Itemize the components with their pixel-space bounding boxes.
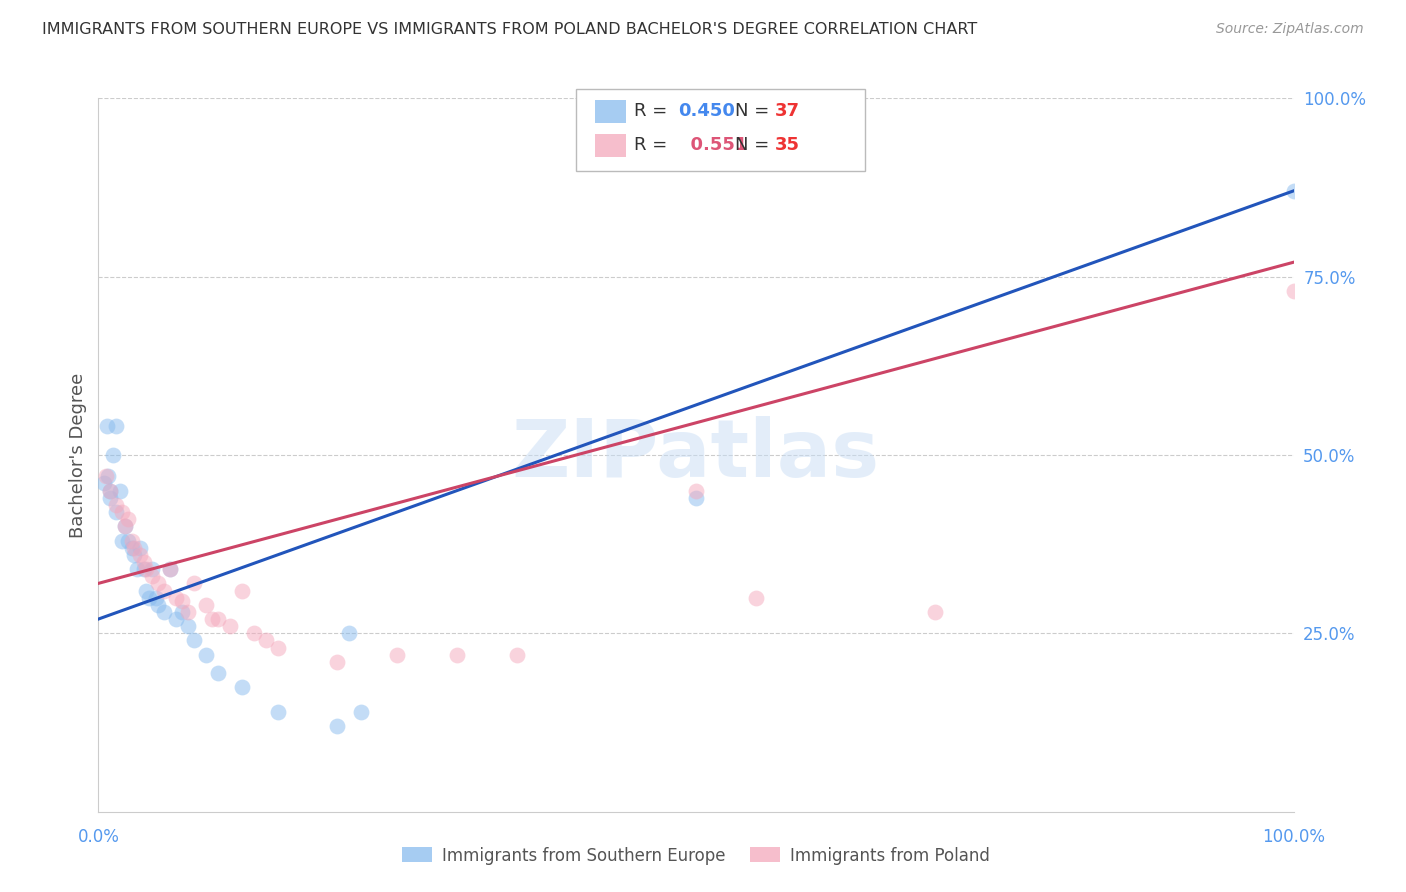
Point [96, 419, 118, 434]
Legend: Immigrants from Southern Europe, Immigrants from Poland: Immigrants from Southern Europe, Immigra… [395, 840, 997, 871]
Y-axis label: Bachelor's Degree: Bachelor's Degree [69, 372, 87, 538]
Point [1282, 184, 1305, 198]
Point [350, 705, 373, 719]
Point [98, 483, 122, 498]
Point [339, 626, 360, 640]
Point [924, 605, 946, 619]
Point [111, 533, 134, 548]
Text: R =: R = [634, 136, 673, 154]
Point [177, 605, 200, 619]
Point [97, 469, 120, 483]
Point [159, 562, 181, 576]
Point [165, 591, 187, 605]
Point [148, 598, 170, 612]
Text: R =: R = [634, 103, 673, 120]
Text: Source: ZipAtlas.com: Source: ZipAtlas.com [1216, 22, 1364, 37]
Point [231, 583, 253, 598]
Point [385, 648, 409, 662]
Point [1282, 284, 1305, 298]
Point [183, 633, 205, 648]
Point [254, 633, 277, 648]
Point [125, 562, 148, 576]
Text: 0.551: 0.551 [678, 136, 747, 154]
Point [153, 605, 176, 619]
Point [148, 576, 170, 591]
Point [135, 562, 157, 576]
Point [172, 605, 194, 619]
Point [745, 591, 768, 605]
Text: 0.450: 0.450 [678, 103, 734, 120]
Point [135, 583, 157, 598]
Point [132, 555, 155, 569]
Point [326, 655, 349, 669]
Point [141, 569, 163, 583]
Point [326, 719, 349, 733]
Point [159, 562, 181, 576]
Point [111, 505, 134, 519]
Point [98, 483, 122, 498]
Point [94, 469, 117, 483]
Point [98, 491, 122, 505]
Point [121, 533, 143, 548]
Text: 35: 35 [775, 136, 800, 154]
Point [121, 541, 143, 555]
Point [194, 648, 218, 662]
Point [114, 519, 136, 533]
Text: ZIPatlas: ZIPatlas [512, 416, 880, 494]
Point [172, 594, 194, 608]
Point [243, 626, 266, 640]
Point [267, 640, 290, 655]
Point [105, 505, 128, 519]
Point [117, 533, 139, 548]
Point [124, 548, 146, 562]
Point [108, 483, 131, 498]
Point [117, 512, 139, 526]
Point [201, 612, 224, 626]
Point [506, 648, 529, 662]
Point [685, 483, 707, 498]
Point [114, 519, 136, 533]
Point [145, 591, 167, 605]
Point [129, 548, 152, 562]
Point [124, 541, 146, 555]
Point [446, 648, 468, 662]
Point [132, 562, 155, 576]
Point [93, 476, 115, 491]
Text: N =: N = [735, 103, 775, 120]
Point [194, 598, 218, 612]
Point [219, 619, 242, 633]
Point [183, 576, 205, 591]
Text: IMMIGRANTS FROM SOUTHERN EUROPE VS IMMIGRANTS FROM POLAND BACHELOR'S DEGREE CORR: IMMIGRANTS FROM SOUTHERN EUROPE VS IMMIG… [42, 22, 977, 37]
Point [231, 680, 253, 694]
Point [153, 583, 176, 598]
Point [105, 498, 128, 512]
Point [207, 665, 229, 680]
Text: 37: 37 [775, 103, 800, 120]
Point [101, 448, 124, 462]
Point [165, 612, 187, 626]
Point [105, 419, 128, 434]
Point [267, 705, 290, 719]
Point [129, 541, 152, 555]
Point [177, 619, 200, 633]
Text: N =: N = [735, 136, 775, 154]
Point [141, 562, 163, 576]
Point [207, 612, 229, 626]
Point [138, 591, 160, 605]
Point [685, 491, 707, 505]
